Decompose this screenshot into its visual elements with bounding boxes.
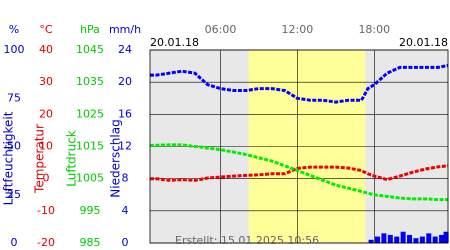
precipitation-bar (439, 234, 445, 243)
y-tick-label: 1005 (76, 172, 104, 185)
y-tick-label: 10 (39, 140, 53, 153)
precipitation-bar (419, 236, 425, 243)
axis-unit: % (9, 23, 19, 36)
y-tick-label: 1025 (76, 107, 104, 120)
y-tick-label: 50 (7, 140, 21, 153)
axis-title: Luftfeuchtigkeit (2, 111, 16, 205)
date-right: 20.01.18 (399, 36, 448, 49)
axis-unit: mm/h (109, 23, 141, 36)
date-left: 20.01.18 (150, 36, 199, 49)
y-tick-label: 1035 (76, 75, 104, 88)
y-tick-label: 20 (118, 75, 132, 88)
plot-frame (149, 49, 449, 244)
precipitation-bar (368, 239, 374, 243)
y-tick-label: 25 (7, 188, 21, 201)
y-tick-label: 1045 (76, 43, 104, 56)
axis-title: Temperatur (33, 124, 47, 194)
y-tick-label: 30 (39, 75, 53, 88)
y-tick-label: 1015 (76, 140, 104, 153)
y-tick-label: 16 (118, 107, 132, 120)
y-tick-label: 995 (80, 204, 101, 217)
precipitation-bar (381, 233, 387, 243)
series-line (150, 164, 449, 182)
y-tick-label: 40 (39, 43, 53, 56)
y-tick-label: 24 (118, 43, 132, 56)
y-tick-label: 12 (118, 140, 132, 153)
y-tick-label: -20 (37, 236, 55, 249)
axis-title: Niederschlag (109, 119, 123, 197)
series-line (150, 63, 449, 104)
precipitation-bar (400, 231, 406, 243)
y-tick-label: 985 (80, 236, 101, 249)
series-line (149, 143, 448, 202)
x-tick-label: 06:00 (205, 23, 237, 36)
y-tick-label: 75 (7, 91, 21, 104)
y-tick-label: 0 (122, 236, 129, 249)
y-tick-label: 0 (11, 236, 18, 249)
precipitation-bar (394, 236, 400, 243)
x-tick-label: 18:00 (358, 23, 390, 36)
precipitation-bar (387, 234, 393, 243)
y-tick-label: -10 (37, 204, 55, 217)
y-tick-label: 4 (122, 204, 129, 217)
footer: Erstellt: 15.01.2025 10:56 (175, 234, 319, 247)
axis-title: Luftdruck (65, 130, 79, 187)
precipitation-bar (426, 233, 432, 243)
y-tick-label: 8 (122, 172, 129, 185)
y-tick-label: 100 (4, 43, 25, 56)
y-tick-label: 0 (43, 172, 50, 185)
precipitation-bar (413, 238, 419, 243)
precipitation-bar (432, 236, 438, 243)
precipitation-bar (443, 231, 449, 243)
axis-unit: °C (39, 23, 53, 36)
x-tick-label: 12:00 (282, 23, 314, 36)
axis-unit: hPa (80, 23, 100, 36)
y-tick-label: 20 (39, 107, 53, 120)
precipitation-bar (375, 236, 381, 243)
precipitation-bar (407, 234, 413, 243)
